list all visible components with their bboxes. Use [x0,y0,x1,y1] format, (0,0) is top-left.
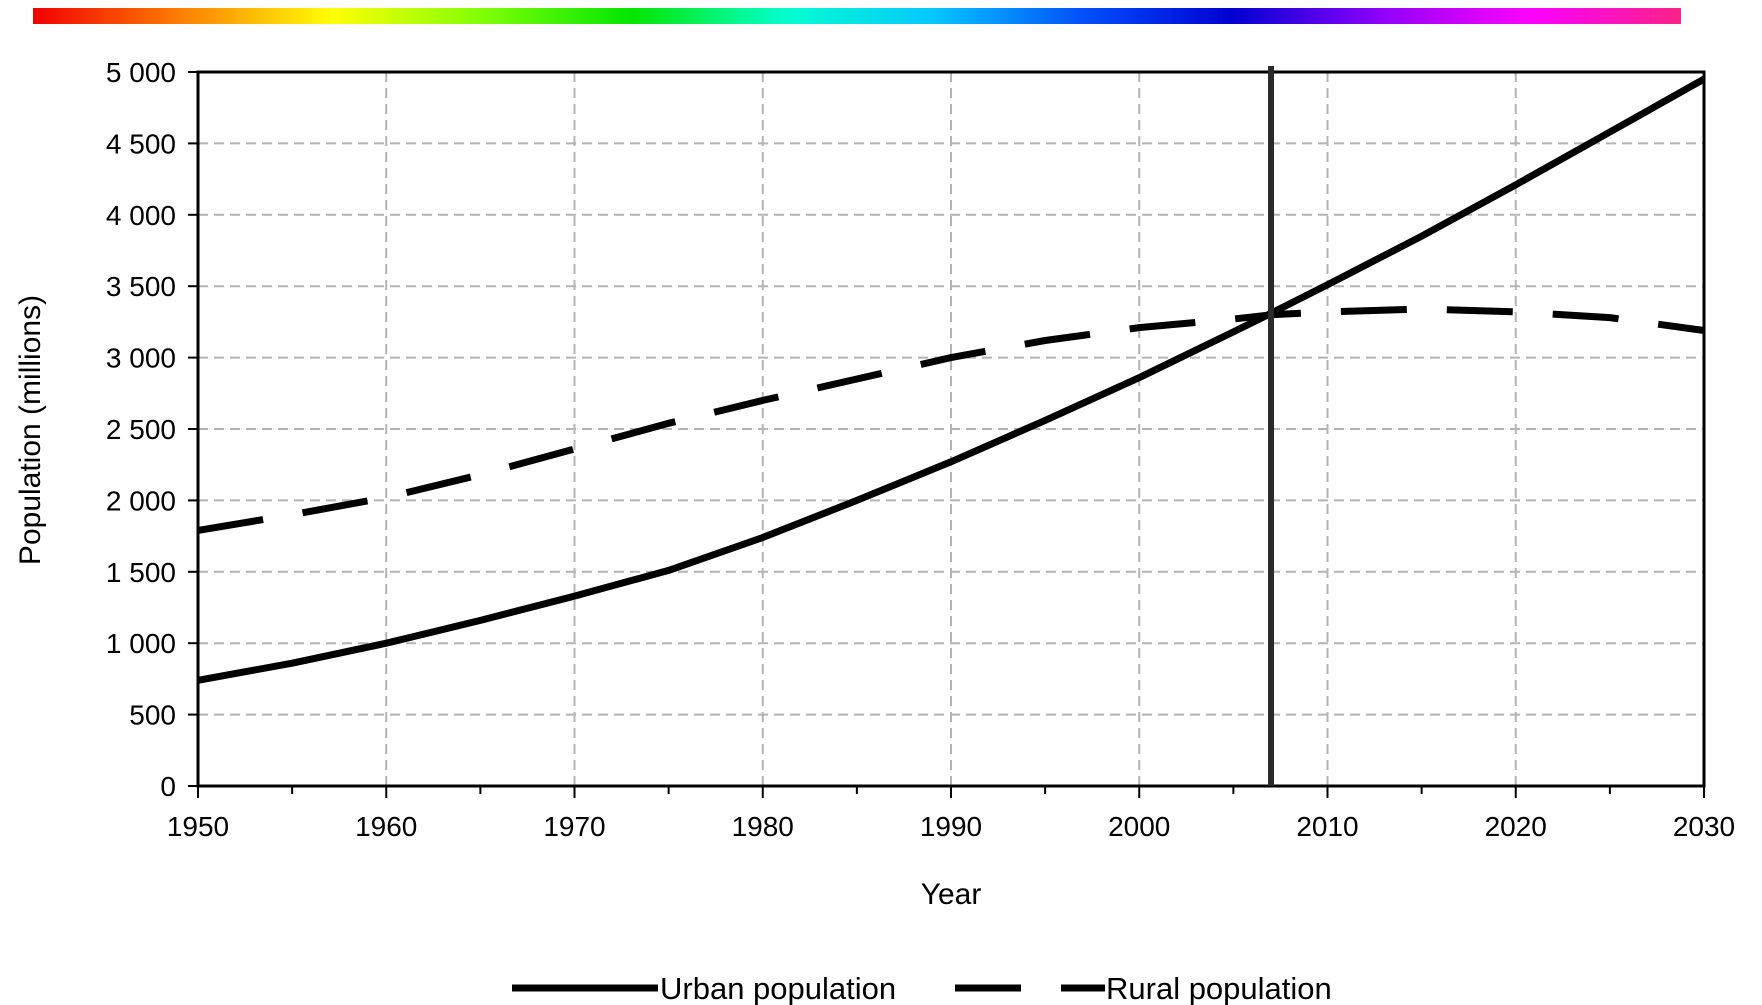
x-tick-labels: 1950 1960 1970 1980 1990 2000 2010 2020 2030 [167,811,1735,842]
x-tick-label: 2000 [1108,811,1170,842]
grid-lines [198,72,1704,786]
y-tick-label: 3 500 [106,271,176,302]
x-tick-label: 2010 [1296,811,1358,842]
x-tick-label: 1950 [167,811,229,842]
y-tick-label: 2 000 [106,485,176,516]
y-tick-label: 4 500 [106,128,176,159]
y-tick-label: 0 [160,771,176,802]
series-line-rural-population [197,305,1705,534]
x-tick-label: 2020 [1485,811,1547,842]
y-tick-label: 500 [129,700,176,731]
series-line-urban-population [197,76,1706,684]
legend-label-rural: Rural population [1106,971,1332,1005]
legend: Urban population Rural population [512,971,1332,1005]
y-tick-label: 1 500 [106,557,176,588]
x-tick-label: 1960 [355,811,417,842]
y-tick-label: 1 000 [106,628,176,659]
y-tick-labels: 0 500 1 000 1 500 2 000 2 500 3 000 3 500 4 000 4… [106,57,176,802]
x-tick-label: 1990 [920,811,982,842]
legend-label-urban: Urban population [660,971,896,1005]
x-tick-label: 2030 [1673,811,1735,842]
series-lines [197,76,1706,684]
y-tick-label: 5 000 [106,57,176,88]
y-axis-title: Population (millions) [14,295,47,565]
x-tick-label: 1980 [732,811,794,842]
x-axis-title: Year [921,878,982,911]
y-tick-label: 3 000 [106,343,176,374]
rainbow-header-bar [33,8,1681,24]
y-tick-label: 2 500 [106,414,176,445]
x-tick-label: 1970 [543,811,605,842]
y-tick-label: 4 000 [106,200,176,231]
tick-marks [188,71,1705,798]
